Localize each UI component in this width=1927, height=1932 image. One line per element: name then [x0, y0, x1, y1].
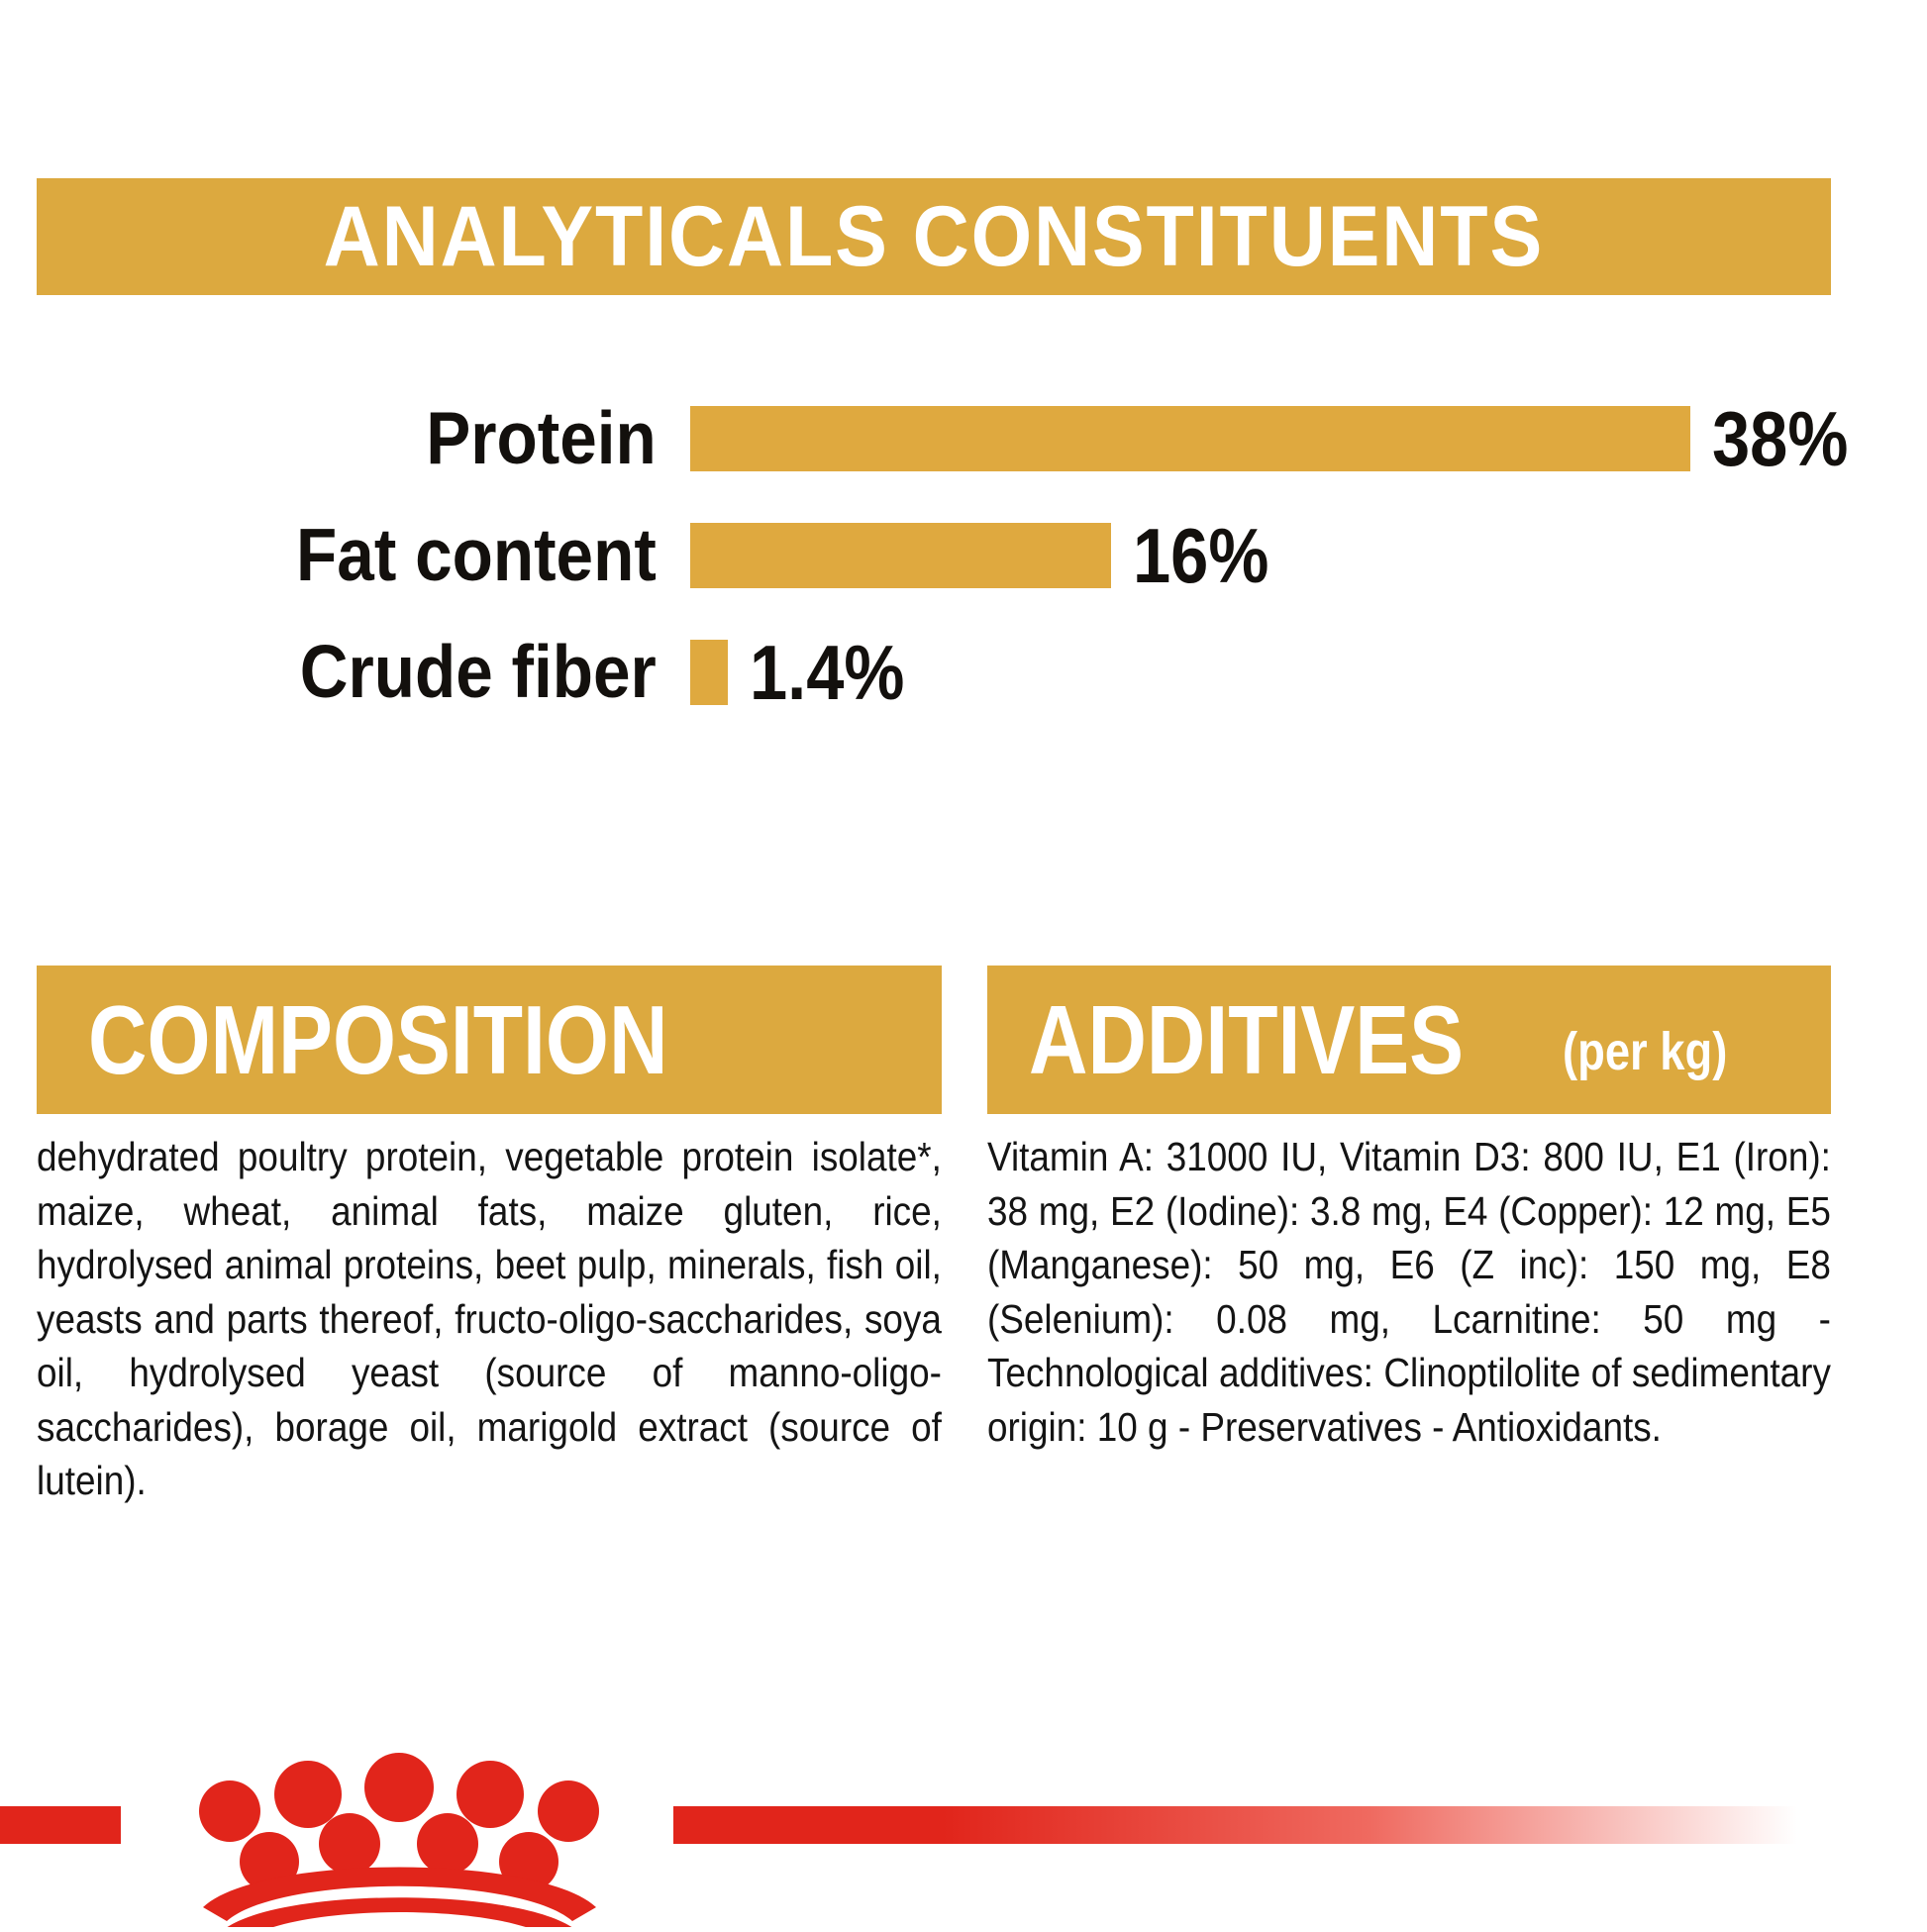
chart-row-crude-fiber: Crude fiber 1.4% — [0, 620, 1927, 724]
composition-header-band: COMPOSITION — [37, 966, 942, 1114]
chart-label-crude-fiber: Crude fiber — [299, 630, 657, 713]
chart-bar-crude-fiber — [690, 639, 728, 705]
chart-value-protein: 38% — [1712, 394, 1849, 482]
footer-rule-right — [673, 1806, 1797, 1844]
analyticals-constituents-header-band: ANALYTICALS CONSTITUENTS — [37, 178, 1831, 295]
composition-body-text: dehydrated poultry protein, vegetable pr… — [37, 1134, 942, 1504]
composition-title: COMPOSITION — [88, 985, 668, 1094]
chart-row-fat-content: Fat content 16% — [0, 503, 1927, 607]
chart-barwrap-protein: 38% — [690, 386, 1867, 490]
composition-section: COMPOSITION dehydrated poultry protein, … — [37, 966, 942, 1508]
chart-barwrap-fat-content: 16% — [690, 503, 1287, 607]
additives-title: ADDITIVES — [1029, 985, 1465, 1094]
footer-rule-left — [0, 1806, 121, 1844]
chart-barwrap-crude-fiber: 1.4% — [690, 620, 926, 724]
brand-footer — [0, 1745, 1927, 1932]
additives-header-band: ADDITIVES (per kg) — [987, 966, 1831, 1114]
additives-body-text: Vitamin A: 31000 IU, Vitamin D3: 800 IU,… — [987, 1134, 1831, 1450]
chart-label-protein: Protein — [426, 396, 657, 479]
chart-value-crude-fiber: 1.4% — [750, 628, 905, 716]
chart-value-fat-content: 16% — [1133, 511, 1269, 599]
analyticals-constituents-title: ANALYTICALS CONSTITUENTS — [323, 189, 1545, 284]
additives-section: ADDITIVES (per kg) Vitamin A: 31000 IU, … — [987, 966, 1831, 1454]
analyticals-bar-chart: Protein 38% Fat content 16% Crude fiber … — [0, 386, 1927, 723]
additives-per-kg-label: (per kg) — [1562, 1022, 1728, 1081]
chart-bar-protein — [690, 405, 1690, 471]
chart-row-protein: Protein 38% — [0, 386, 1927, 490]
chart-bar-fat-content — [690, 522, 1111, 588]
chart-label-fat-content: Fat content — [296, 513, 657, 596]
royal-canin-crown-icon — [131, 1745, 673, 1932]
